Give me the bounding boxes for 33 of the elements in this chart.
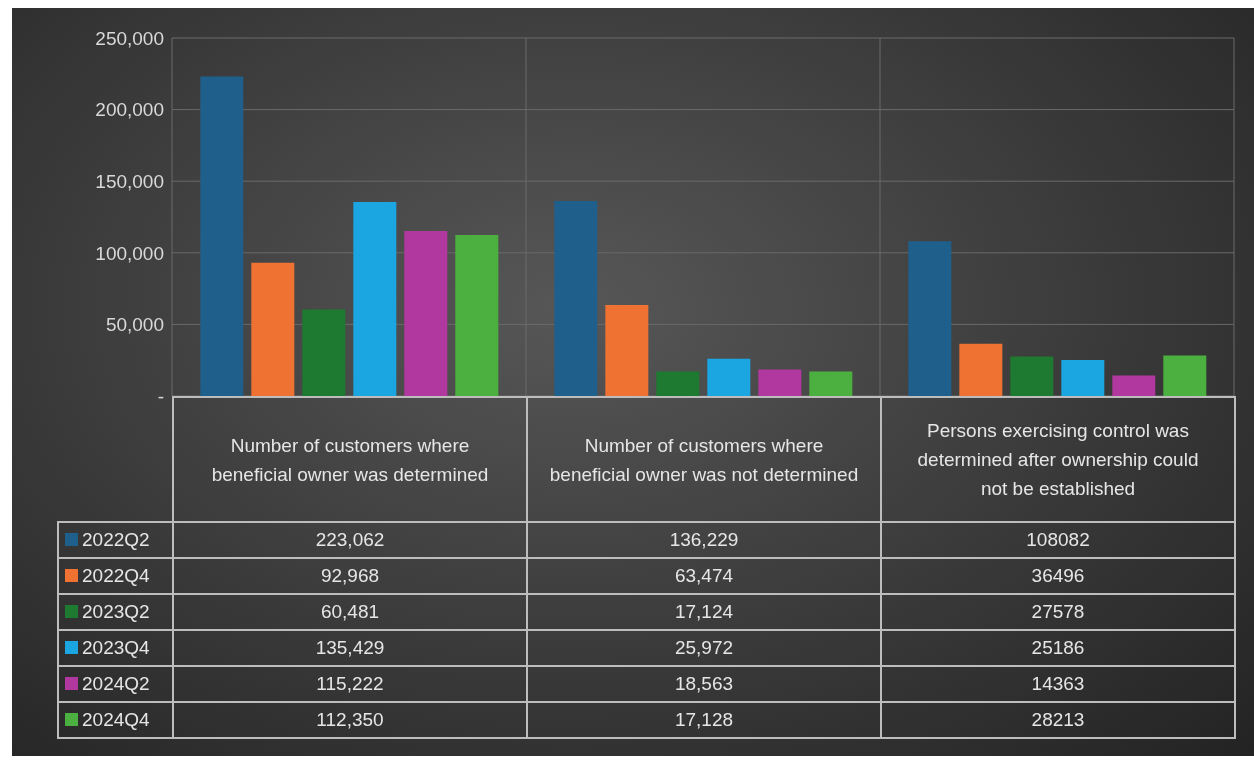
legend-label: 2022Q4 <box>58 558 173 594</box>
data-label: 223,062 <box>173 522 527 558</box>
data-label: 108082 <box>881 522 1235 558</box>
data-label: 18,563 <box>527 666 881 702</box>
data-label: 60,481 <box>173 594 527 630</box>
legend-label: 2024Q2 <box>58 666 173 702</box>
data-label: 135,429 <box>173 630 527 666</box>
legend-label: 2023Q4 <box>58 630 173 666</box>
data-label: 36496 <box>881 558 1235 594</box>
data-label: 92,968 <box>173 558 527 594</box>
data-label: 17,124 <box>527 594 881 630</box>
data-label: 112,350 <box>173 702 527 738</box>
y-tick-label: 200,000 <box>95 99 164 121</box>
data-label: 28213 <box>881 702 1235 738</box>
data-label: 14363 <box>881 666 1235 702</box>
x-tick-label: Persons exercising control was determined after ownership could not be established <box>881 397 1235 522</box>
data-label: 25,972 <box>527 630 881 666</box>
legend-label: 2022Q2 <box>58 522 173 558</box>
x-tick-label: Number of customers where beneficial owner was determined <box>173 397 527 522</box>
data-label: 27578 <box>881 594 1235 630</box>
x-tick-label: Number of customers where beneficial owner was not determined <box>527 397 881 522</box>
data-label: 136,229 <box>527 522 881 558</box>
legend-label: 2023Q2 <box>58 594 173 630</box>
y-tick-label: - <box>157 385 164 407</box>
y-tick-label: 50,000 <box>105 314 164 336</box>
y-tick-label: 150,000 <box>95 170 164 192</box>
y-tick-label: 100,000 <box>95 242 164 264</box>
data-label: 17,128 <box>527 702 881 738</box>
y-tick-label: 250,000 <box>95 27 164 49</box>
data-label: 63,474 <box>527 558 881 594</box>
legend-label: 2024Q4 <box>58 702 173 738</box>
data-label: 115,222 <box>173 666 527 702</box>
data-label: 25186 <box>881 630 1235 666</box>
